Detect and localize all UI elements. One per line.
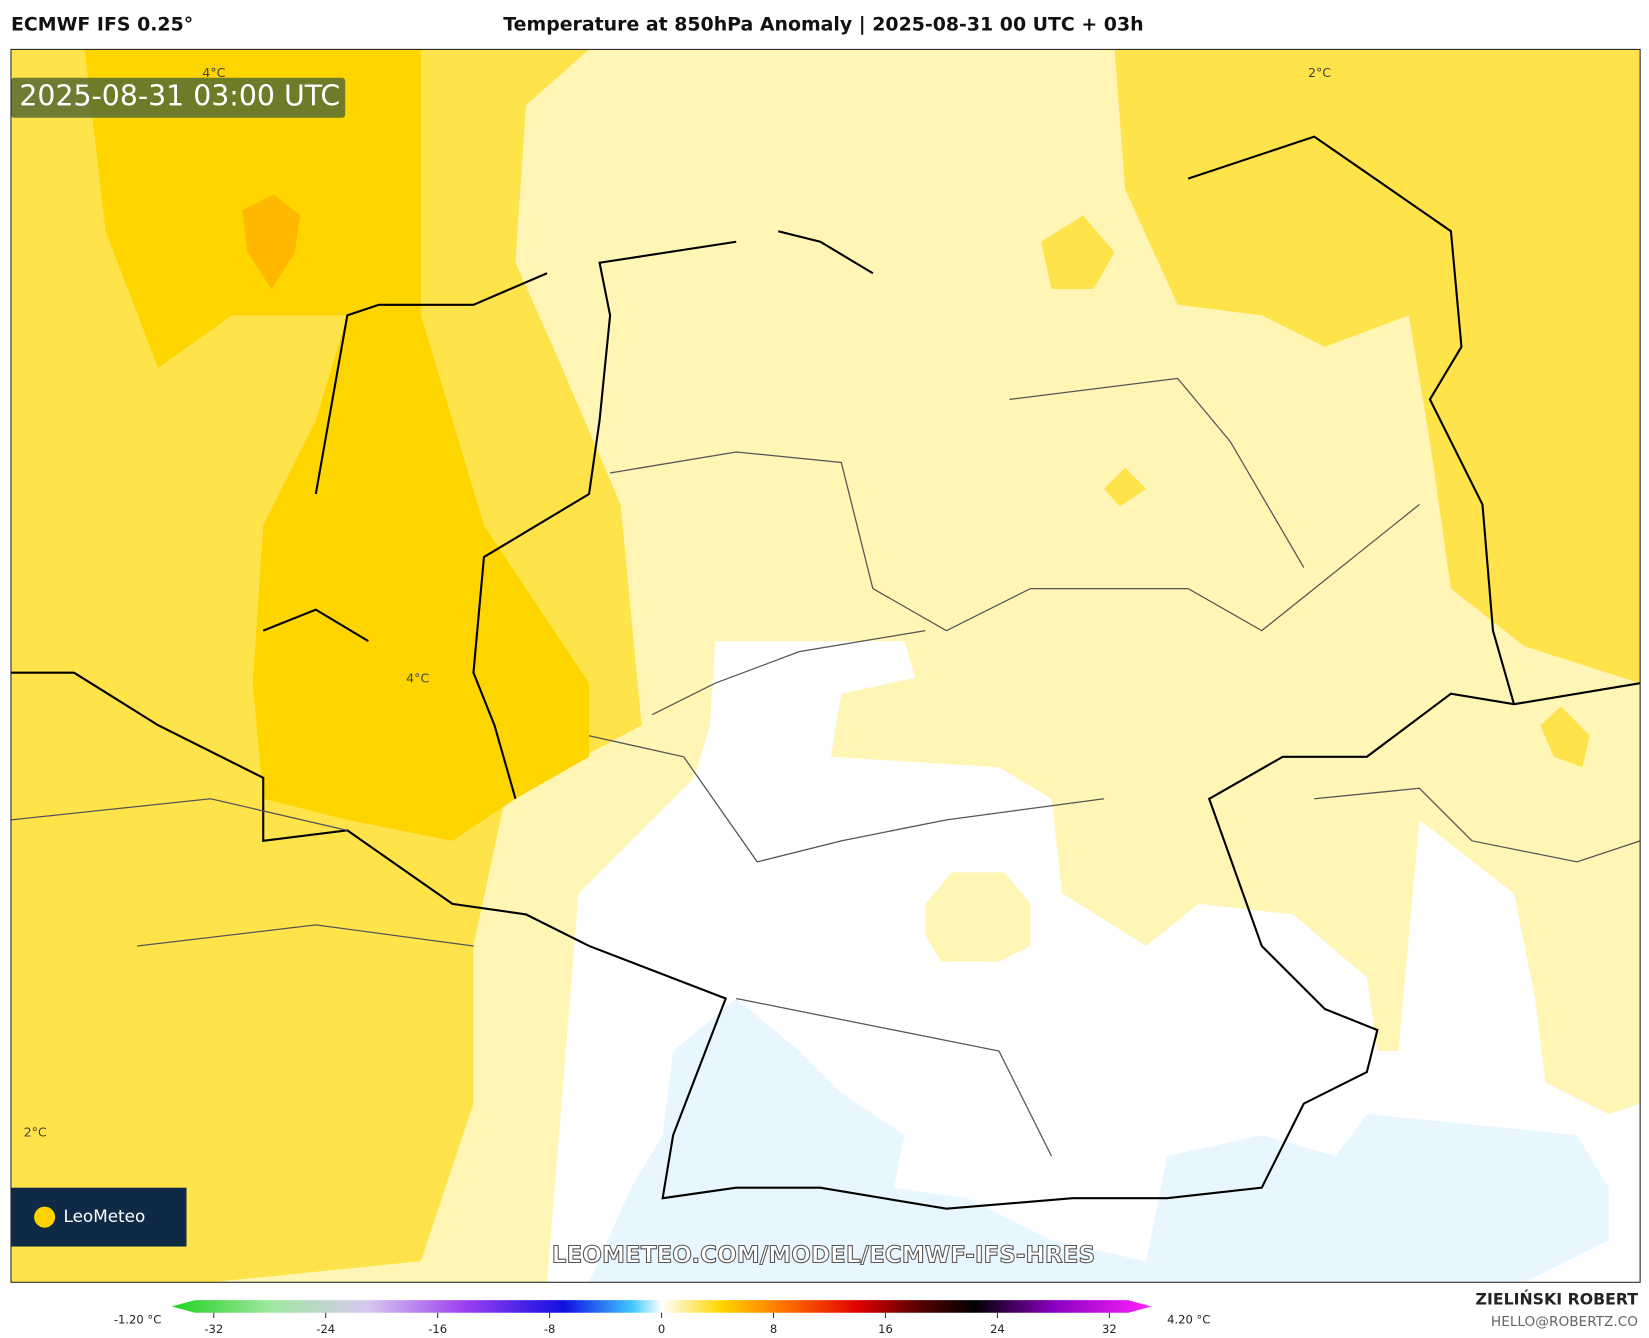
- author: ZIELIŃSKI ROBERT: [1476, 1290, 1639, 1309]
- warmer-area: [84, 49, 590, 841]
- map-frame: [10, 48, 1641, 1283]
- logo: LeoMeteo: [64, 1206, 146, 1226]
- contour-label: 4°C: [202, 65, 225, 80]
- colorbar-max: 4.20 °C: [1167, 1313, 1210, 1327]
- colorbar-tick-label: -8: [544, 1322, 556, 1336]
- contour-label: 4°C: [406, 670, 429, 685]
- mild-spot: [925, 872, 1031, 962]
- model-name: ECMWF IFS 0.25°: [11, 14, 193, 36]
- colorbar-tick-label: 32: [1102, 1322, 1117, 1336]
- map-title: Temperature at 850hPa Anomaly | 2025-08-…: [503, 14, 1143, 36]
- colorbar-tick-label: 8: [770, 1322, 777, 1336]
- colorbar-tick-label: -24: [316, 1322, 335, 1336]
- map: 4°C 2°C 4°C 2°C 2025-08-31 03:00 UTC Leo…: [10, 49, 1641, 1283]
- timestamp-box: [10, 77, 346, 118]
- colorbar-tick-label: 16: [878, 1322, 893, 1336]
- country-border: [73, 671, 1641, 1210]
- timestamp: 2025-08-31 03:00 UTC: [19, 80, 340, 113]
- warm-spots: [1041, 215, 1590, 768]
- colorbar-tick-label: 24: [990, 1322, 1005, 1336]
- colorbar-min: -1.20 °C: [114, 1313, 161, 1327]
- email: HELLO@ROBERTZ.CO: [1491, 1314, 1638, 1330]
- cool-area: [589, 998, 1609, 1283]
- colorbar-tick-label: -16: [428, 1322, 447, 1336]
- colorbar-tick-label: -32: [204, 1322, 223, 1336]
- warm-area-east: [1114, 49, 1641, 684]
- coast-border: [10, 135, 1516, 800]
- region-border: [10, 377, 1641, 1157]
- logo-sun: [34, 1206, 56, 1228]
- contour-label: 2°C: [1308, 65, 1331, 80]
- warmest-area: [242, 194, 301, 290]
- contour-label: 2°C: [24, 1125, 47, 1140]
- watermark: LEOMETEO.COM/MODEL/ECMWF-IFS-HRES: [552, 1243, 1095, 1269]
- colorbar-tick-label: 0: [658, 1322, 665, 1336]
- colorbar: [171, 1300, 1152, 1313]
